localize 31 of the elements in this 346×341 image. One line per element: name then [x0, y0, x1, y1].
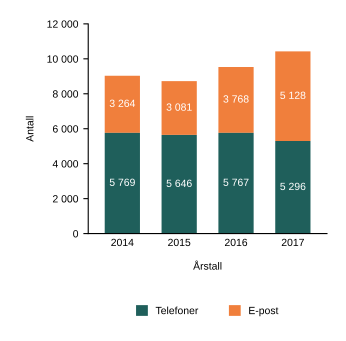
y-tick-label: 6 000 [52, 125, 78, 133]
y-tick-label: 0 [73, 230, 78, 238]
y-tick-label: 8 000 [52, 90, 78, 98]
legend-label: E-post [249, 306, 278, 316]
y-tick-label: 10 000 [47, 55, 78, 63]
y-tick-label: 2 000 [52, 195, 78, 203]
data-label: 3 264 [110, 100, 136, 108]
y-tick-label: 12 000 [47, 20, 78, 28]
data-label: 3 768 [223, 95, 249, 103]
data-label: 5 128 [280, 92, 306, 100]
bar [162, 134, 197, 234]
data-label: 5 646 [166, 180, 192, 188]
legend-label: Telefoner [156, 306, 198, 314]
x-tick-label: 2015 [168, 238, 190, 246]
x-tick-label: 2014 [111, 238, 134, 246]
x-axis-title: Årstall [193, 260, 222, 270]
bar [162, 81, 197, 135]
bar [104, 132, 140, 234]
y-tick-label: 4 000 [52, 160, 78, 168]
bar [104, 76, 140, 133]
x-tick-label: 2016 [224, 238, 248, 246]
data-label: 5 296 [280, 182, 306, 190]
bar [218, 66, 254, 133]
x-tick-label: 2017 [282, 238, 304, 246]
data-label: 5 769 [110, 178, 135, 186]
bar [275, 141, 310, 234]
bar [218, 132, 254, 234]
data-label: 3 081 [166, 103, 192, 111]
bar [275, 51, 310, 142]
data-label: 5 767 [223, 178, 249, 186]
y-axis-title: Antall [26, 116, 34, 142]
